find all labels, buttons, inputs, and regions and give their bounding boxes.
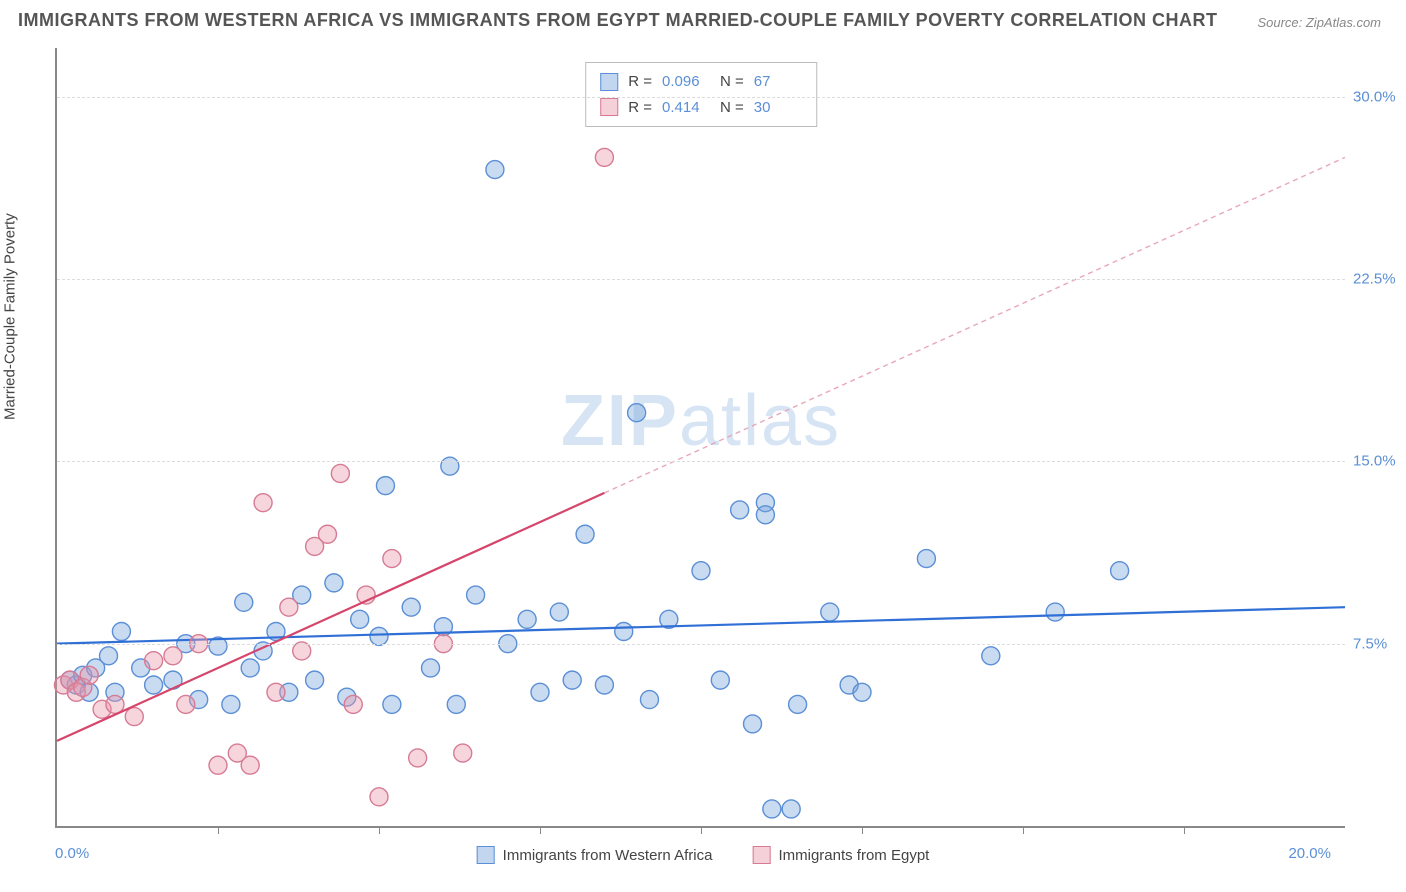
data-point [383, 695, 401, 713]
data-point [383, 550, 401, 568]
data-point [595, 676, 613, 694]
data-point [241, 659, 259, 677]
data-point [209, 756, 227, 774]
data-point [595, 148, 613, 166]
x-axis-max-label: 20.0% [1288, 845, 1331, 862]
data-point [344, 695, 362, 713]
data-point [782, 800, 800, 818]
data-point [280, 598, 298, 616]
data-point [351, 610, 369, 628]
data-point [145, 652, 163, 670]
y-tick-label: 15.0% [1353, 453, 1406, 470]
data-point [306, 671, 324, 689]
data-point [370, 788, 388, 806]
data-point [731, 501, 749, 519]
data-point [563, 671, 581, 689]
data-point [222, 695, 240, 713]
data-point [518, 610, 536, 628]
data-point [550, 603, 568, 621]
trend-line-extrapolated [604, 157, 1345, 493]
data-point [441, 457, 459, 475]
legend-label-pink: Immigrants from Egypt [778, 847, 929, 864]
data-point [615, 623, 633, 641]
data-point [112, 623, 130, 641]
data-point [325, 574, 343, 592]
data-point [376, 477, 394, 495]
data-point [467, 586, 485, 604]
x-tick [862, 826, 863, 834]
data-point [692, 562, 710, 580]
data-point [531, 683, 549, 701]
data-point [267, 683, 285, 701]
data-point [744, 715, 762, 733]
x-tick [218, 826, 219, 834]
gridline [57, 461, 1345, 462]
data-point [756, 506, 774, 524]
x-tick [540, 826, 541, 834]
plot-area: ZIPatlas R = 0.096 N = 67 R = 0.414 N = … [55, 48, 1345, 828]
data-point [331, 464, 349, 482]
data-point [454, 744, 472, 762]
data-point [447, 695, 465, 713]
legend-item-blue: Immigrants from Western Africa [477, 846, 713, 864]
gridline [57, 644, 1345, 645]
data-point [1046, 603, 1064, 621]
data-point [789, 695, 807, 713]
data-point [164, 647, 182, 665]
data-point [763, 800, 781, 818]
x-tick [379, 826, 380, 834]
chart-title: IMMIGRANTS FROM WESTERN AFRICA VS IMMIGR… [18, 10, 1218, 31]
data-point [1111, 562, 1129, 580]
y-tick-label: 7.5% [1353, 635, 1406, 652]
series-legend: Immigrants from Western Africa Immigrant… [477, 846, 930, 864]
data-point [628, 404, 646, 422]
source-attribution: Source: ZipAtlas.com [1257, 15, 1381, 30]
data-point [409, 749, 427, 767]
y-tick-label: 22.5% [1353, 270, 1406, 287]
data-point [318, 525, 336, 543]
data-point [370, 627, 388, 645]
data-point [422, 659, 440, 677]
x-tick [701, 826, 702, 834]
data-point [145, 676, 163, 694]
data-point [100, 647, 118, 665]
data-point [821, 603, 839, 621]
data-point [982, 647, 1000, 665]
data-point [711, 671, 729, 689]
swatch-blue-icon [477, 846, 495, 864]
data-point [402, 598, 420, 616]
chart-svg [57, 48, 1345, 826]
data-point [486, 161, 504, 179]
data-point [235, 593, 253, 611]
x-tick [1023, 826, 1024, 834]
trend-line [57, 607, 1345, 643]
x-tick [1184, 826, 1185, 834]
data-point [640, 691, 658, 709]
gridline [57, 279, 1345, 280]
data-point [80, 666, 98, 684]
swatch-pink-icon [752, 846, 770, 864]
y-tick-label: 30.0% [1353, 88, 1406, 105]
x-axis-min-label: 0.0% [55, 845, 89, 862]
data-point [576, 525, 594, 543]
data-point [917, 550, 935, 568]
data-point [125, 708, 143, 726]
data-point [254, 494, 272, 512]
y-axis-label: Married-Couple Family Poverty [2, 213, 19, 420]
legend-item-pink: Immigrants from Egypt [752, 846, 929, 864]
legend-label-blue: Immigrants from Western Africa [503, 847, 713, 864]
data-point [853, 683, 871, 701]
data-point [241, 756, 259, 774]
data-point [177, 695, 195, 713]
gridline [57, 97, 1345, 98]
